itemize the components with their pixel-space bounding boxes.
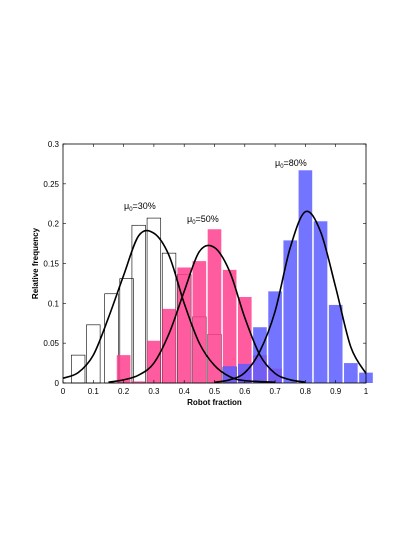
y-tick-label: 0.15 — [43, 260, 59, 269]
fit-curve-mu30 — [62, 229, 276, 383]
bar-mu80-5 — [298, 170, 313, 383]
x-tick-label: 0.8 — [300, 387, 312, 396]
bar-mu50-1 — [131, 381, 146, 383]
x-tick-label: 0.3 — [148, 387, 160, 396]
y-tick-label: 0.1 — [48, 299, 60, 308]
bar-mu80-3 — [268, 291, 282, 383]
bar-mu50-3 — [162, 308, 176, 383]
bar-mu50-4 — [177, 267, 192, 383]
x-tick-label: 0.4 — [179, 387, 191, 396]
x-tick-labels: 0 0.1 0.2 0.3 0.4 0.5 0.6 0.7 0.8 0.9 1 — [61, 387, 369, 396]
x-tick-label: 0.6 — [239, 387, 251, 396]
fitted-curves — [62, 210, 367, 383]
bar-mu50-7 — [222, 269, 237, 383]
bar-mu50-6 — [207, 229, 222, 383]
bar-mu50-8 — [237, 296, 252, 383]
axis-ticks — [62, 143, 367, 384]
bar-mu80-4 — [283, 240, 298, 383]
x-tick-label: 0.9 — [330, 387, 342, 396]
y-tick-label: 0.25 — [43, 180, 59, 189]
bar-mu30-4 — [131, 224, 146, 384]
y-tick-labels: 0 0.05 0.1 0.15 0.2 0.25 0.3 — [43, 140, 59, 388]
y-tick-label: 0.2 — [48, 220, 60, 229]
x-tick-label: 0 — [61, 387, 66, 396]
y-tick-label: 0.05 — [43, 339, 59, 348]
x-tick-label: 0.7 — [270, 387, 282, 396]
x-tick-label: 0.1 — [88, 387, 100, 396]
annotation-mu50: μ0=50% — [187, 214, 219, 226]
x-axis-label: Robot fraction — [187, 398, 242, 407]
fit-curve-mu50 — [108, 244, 306, 383]
bar-mu80-8 — [344, 363, 358, 383]
series-annotations: μ0=30% μ0=50% μ0=80% — [124, 158, 307, 226]
x-tick-label: 0.5 — [209, 387, 221, 396]
x-tick-label: 1 — [364, 387, 369, 396]
bar-mu80-7 — [328, 304, 343, 383]
annotation-mu30: μ0=30% — [124, 201, 156, 213]
fit-curve-mu80 — [214, 210, 367, 383]
bar-mu50-0 — [116, 355, 131, 383]
y-tick-label: 0 — [55, 379, 60, 388]
bar-mu50-5 — [192, 261, 207, 383]
bar-mu80-6 — [313, 221, 328, 383]
x-tick-label: 0.2 — [118, 387, 130, 396]
y-tick-label: 0.3 — [48, 140, 60, 149]
y-axis-label: Relative frequency — [31, 227, 40, 299]
annotation-mu80: μ0=80% — [275, 158, 307, 170]
